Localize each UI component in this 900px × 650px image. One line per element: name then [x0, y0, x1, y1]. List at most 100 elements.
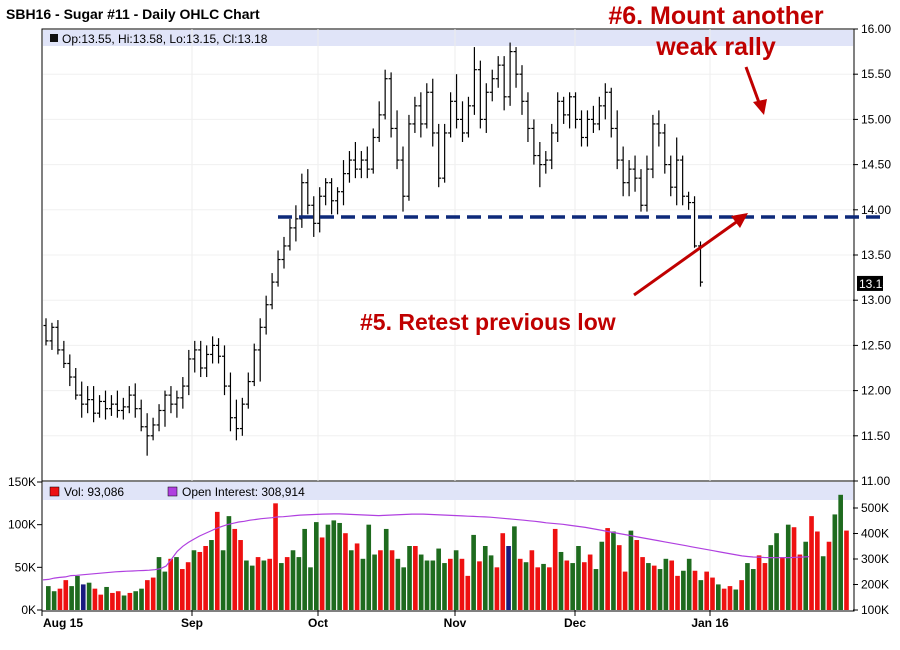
volume-bar — [220, 550, 226, 610]
volume-bar — [803, 541, 809, 610]
ohlc-bar — [501, 56, 507, 111]
ohlc-bar — [596, 96, 602, 131]
volume-bar — [815, 531, 820, 610]
volume-bar — [809, 516, 814, 610]
ohlc-bar — [477, 60, 483, 129]
ohlc-bar — [412, 96, 418, 133]
volume-bar — [325, 524, 331, 610]
open-interest-tick-label: 500K — [861, 501, 889, 515]
ohlc-bar — [400, 146, 406, 212]
ohlc-bar — [590, 105, 596, 133]
ohlc-bar — [281, 236, 287, 269]
volume-bar — [75, 575, 80, 610]
ohlc-bar — [192, 340, 198, 373]
volume-bar — [98, 594, 104, 610]
volume-bar — [110, 592, 115, 610]
volume-bar — [284, 557, 290, 610]
volume-bar — [739, 580, 744, 610]
ohlc-bar — [91, 386, 97, 423]
retest-arrow — [633, 216, 743, 297]
volume-bar — [844, 530, 849, 610]
volume-bar — [308, 567, 313, 610]
volume-bar — [716, 584, 721, 610]
volume-bar — [820, 556, 826, 610]
annotation-rally-line1: #6. Mount another — [608, 2, 824, 30]
ohlc-bar — [579, 110, 584, 147]
ohlc-legend: Op:13.55, Hi:13.58, Lo:13.15, Cl:13.18 — [62, 32, 268, 46]
volume-bar — [86, 582, 92, 610]
volume-bar — [494, 567, 500, 610]
volume-bar — [174, 557, 179, 610]
volume-bar — [512, 526, 517, 610]
ohlc-bar — [513, 47, 519, 88]
ohlc-bar — [210, 336, 216, 364]
volume-bar — [162, 571, 168, 610]
ohlc-bar — [680, 155, 686, 206]
ohlc-bar — [573, 92, 579, 129]
volume-bar — [418, 554, 424, 610]
ohlc-bar — [55, 320, 61, 355]
x-tick-label: Aug 15 — [43, 616, 83, 630]
last-price-box — [857, 275, 883, 291]
volume-bar — [360, 558, 366, 610]
volume-bar — [622, 571, 628, 610]
volume-bar — [605, 528, 610, 610]
volume-bar — [692, 570, 698, 610]
volume-bar — [232, 528, 238, 610]
volume-bar — [634, 540, 640, 610]
price-tick-label: 11.50 — [861, 429, 890, 443]
last-price-label: 13.18 — [859, 277, 889, 291]
ohlc-bar — [323, 178, 329, 206]
ohlc-bar — [144, 413, 150, 456]
ohlc-bar — [114, 390, 120, 418]
volume-bar — [226, 516, 232, 610]
ohlc-bar — [638, 169, 644, 212]
ohlc-bar — [43, 318, 49, 346]
ohlc-bar — [61, 340, 67, 368]
ohlc-bar — [650, 114, 656, 179]
ohlc-bar — [287, 218, 293, 251]
ohlc-bar — [79, 381, 85, 418]
ohlc-bar — [662, 123, 668, 174]
volume-bar — [290, 550, 296, 610]
ohlc-bar — [686, 191, 692, 210]
volume-bar — [401, 567, 407, 610]
open-interest-tick-label: 100K — [861, 603, 889, 617]
volume-bar — [774, 533, 779, 610]
ohlc-bar — [233, 399, 239, 441]
volume-bar — [477, 561, 482, 610]
volume-bar — [273, 503, 278, 610]
ohlc-bar — [418, 92, 424, 138]
ohlc-bar — [73, 368, 79, 400]
volume-bar — [535, 567, 541, 610]
volume-bar — [523, 562, 529, 610]
volume-bar — [337, 522, 342, 610]
volume-bar — [442, 563, 447, 610]
ohlc-bar — [656, 110, 662, 147]
volume-bar — [255, 557, 261, 610]
volume-bar — [191, 550, 197, 610]
ohlc-bar — [251, 343, 257, 387]
volume-bar — [599, 541, 605, 610]
chart-title: SBH16 - Sugar #11 - Daily OHLC Chart — [6, 6, 260, 22]
ohlc-bar — [49, 322, 55, 350]
ohlc-bar — [341, 160, 346, 206]
x-tick-label: Sep — [181, 616, 203, 630]
volume-bar — [459, 558, 465, 610]
ohlc-legend-swatch — [50, 34, 58, 42]
ohlc-bar — [674, 137, 680, 206]
ohlc-bar — [162, 390, 168, 427]
volume-bar — [686, 558, 692, 610]
volume-bar — [663, 558, 669, 610]
open-interest-legend-swatch — [167, 486, 178, 497]
volume-bar — [244, 560, 249, 610]
volume-bar — [506, 546, 511, 610]
price-tick-label: 12.50 — [861, 338, 891, 352]
volume-bar — [69, 586, 74, 610]
volume-bar — [156, 557, 162, 610]
ohlc-bar — [299, 173, 305, 228]
volume-bar — [482, 546, 488, 610]
volume-legend-swatch — [49, 486, 60, 497]
volume-bar — [529, 550, 535, 610]
volume-bar — [582, 562, 587, 610]
